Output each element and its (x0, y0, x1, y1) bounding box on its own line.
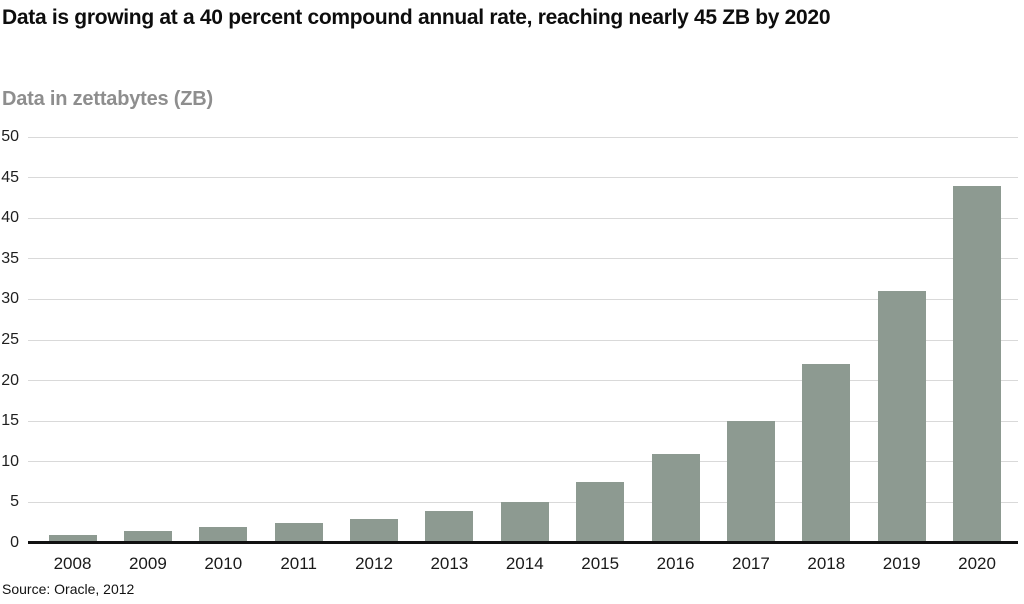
x-tick-label-2015: 2015 (581, 554, 620, 573)
y-tick-label-30: 30 (1, 290, 19, 308)
y-tick-label-0: 0 (10, 534, 19, 551)
bar-2014 (500, 502, 549, 543)
gridline-y-40 (28, 217, 1018, 219)
x-tick-label-2014: 2014 (505, 554, 544, 573)
x-tick-label-2010: 2010 (204, 554, 243, 573)
chart-title: Data is growing at a 40 percent compound… (2, 6, 831, 29)
x-tick-label-2019: 2019 (882, 554, 921, 573)
bar-2009 (123, 530, 172, 543)
bar-2008 (48, 534, 97, 543)
x-tick-label-2009: 2009 (128, 554, 167, 573)
x-tick-label-2012: 2012 (355, 554, 393, 573)
gridline-y-25 (28, 339, 1018, 341)
x-axis-line (28, 541, 1018, 544)
x-tick-label-2020: 2020 (958, 554, 996, 573)
x-tick-label-2013: 2013 (430, 554, 469, 573)
x-tick-label-2008: 2008 (53, 554, 92, 573)
bar-2012 (350, 518, 399, 543)
y-tick-label-25: 25 (1, 331, 19, 348)
chart-source: Source: Oracle, 2012 (2, 581, 135, 597)
bar-2013 (425, 510, 474, 543)
y-tick-label-45: 45 (1, 168, 19, 186)
x-tick-label-2017: 2017 (731, 554, 770, 573)
x-tick-label-2018: 2018 (807, 554, 846, 573)
bar-2017 (726, 421, 775, 543)
gridline-y-20 (28, 380, 1018, 382)
gridline-y-45 (28, 177, 1018, 179)
bar-2015 (576, 482, 625, 543)
bar-2018 (802, 364, 851, 543)
y-tick-label-10: 10 (1, 452, 19, 470)
chart-subtitle: Data in zettabytes (ZB) (2, 88, 213, 110)
x-tick-label-2016: 2016 (656, 554, 695, 573)
gridline-y-35 (28, 258, 1018, 260)
bar-2011 (274, 522, 323, 543)
gridline-y-50 (28, 136, 1018, 138)
y-tick-label-20: 20 (1, 371, 19, 389)
bar-2010 (199, 526, 248, 543)
y-tick-label-40: 40 (1, 209, 19, 227)
gridline-y-15 (28, 420, 1018, 422)
bar-2019 (877, 291, 926, 543)
gridline-y-30 (28, 298, 1018, 300)
y-tick-label-15: 15 (1, 412, 19, 430)
gridline-y-10 (28, 461, 1018, 463)
bar-2020 (953, 185, 1002, 543)
bar-2016 (651, 453, 700, 543)
y-tick-label-50: 50 (1, 128, 19, 145)
y-tick-label-35: 35 (1, 249, 19, 267)
y-tick-label-5: 5 (10, 493, 19, 511)
x-tick-label-2011: 2011 (280, 554, 317, 573)
